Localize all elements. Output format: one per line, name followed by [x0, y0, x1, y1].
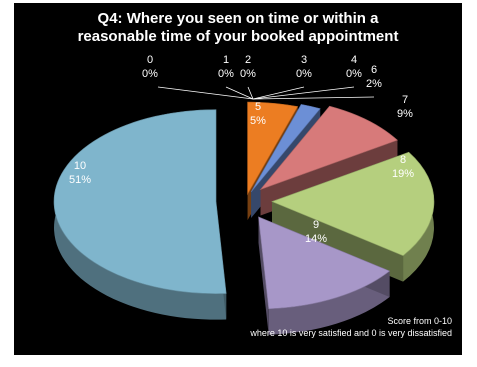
- pie-slice-10: [53, 109, 227, 294]
- chart-title-line-2: reasonable time of your booked appointme…: [77, 28, 399, 45]
- leader-line-3: [252, 86, 305, 100]
- leader-line-2: [247, 86, 254, 100]
- pie-slice-7: [259, 105, 398, 191]
- slice-percent-1: 0%: [218, 68, 234, 80]
- chart-title-line-1: Q4: Where you seen on time or within a: [97, 10, 379, 27]
- chart-area: Q4: Where you seen on time or within a r…: [14, 3, 462, 355]
- slice-label-8: 8: [400, 154, 406, 166]
- slice-percent-10: 51%: [69, 174, 91, 186]
- slice-percent-0: 0%: [142, 68, 158, 80]
- slice-label-9: 9: [313, 219, 319, 231]
- pie-slice-5: [247, 101, 299, 196]
- leader-line-4: [252, 86, 355, 100]
- pie-slice-wall-end-9: [258, 216, 269, 335]
- pie-slice-side-9: [268, 271, 390, 335]
- pie-slice-wall-end-8: [271, 201, 404, 282]
- slice-percent-8: 19%: [392, 168, 414, 180]
- slice-percent-9: 14%: [305, 233, 327, 245]
- pie-slice-8: [271, 151, 435, 256]
- pie-slice-9: [258, 216, 391, 310]
- slice-label-1: 1: [223, 54, 229, 66]
- pie-chart: 0 0% 1 0% 2 0% 3 0% 4 0% 5 5% 6 2% 7 9% 8 19% 9 14% 10 51%: [53, 54, 435, 335]
- slice-percent-5: 5%: [250, 115, 266, 127]
- slice-label-4: 4: [351, 54, 357, 66]
- slice-label-5: 5: [255, 101, 261, 113]
- leader-line-0: [157, 86, 254, 100]
- scale-note-line-1: Score from 0-10: [387, 316, 452, 326]
- leader-line-1: [225, 86, 254, 100]
- slice-label-7: 7: [402, 94, 408, 106]
- slice-label-10: 10: [74, 160, 86, 172]
- scale-note-line-2: where 10 is very satisfied and 0 is very…: [250, 328, 452, 338]
- slice-label-0: 0: [147, 54, 153, 66]
- slice-percent-2: 0%: [240, 68, 256, 80]
- slice-label-6: 6: [371, 64, 377, 76]
- slice-label-3: 3: [301, 54, 307, 66]
- pie-slice-6: [250, 104, 321, 193]
- slice-percent-4: 0%: [346, 68, 362, 80]
- slice-label-2: 2: [245, 54, 251, 66]
- leader-line-6: [252, 96, 375, 100]
- slice-percent-3: 0%: [296, 68, 312, 80]
- slice-percent-7: 9%: [397, 108, 413, 120]
- slice-percent-6: 2%: [366, 78, 382, 90]
